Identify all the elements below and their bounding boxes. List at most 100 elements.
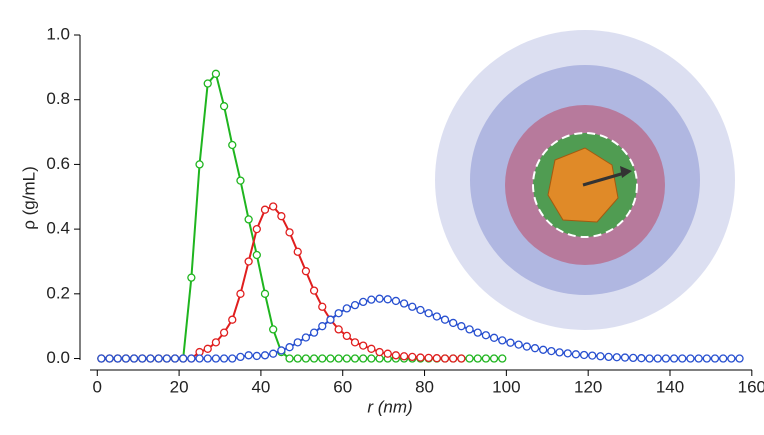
data-point bbox=[309, 328, 319, 337]
inset-illustration bbox=[435, 30, 735, 330]
data-point bbox=[187, 354, 196, 363]
data-point bbox=[309, 286, 319, 295]
data-point bbox=[375, 294, 384, 303]
data-point bbox=[269, 349, 278, 358]
shell-outline bbox=[532, 132, 638, 238]
data-point bbox=[424, 353, 433, 363]
data-point bbox=[350, 354, 360, 363]
data-point bbox=[416, 305, 425, 315]
data-point bbox=[211, 69, 221, 78]
data-point bbox=[702, 354, 711, 363]
data-point bbox=[154, 354, 163, 363]
data-point bbox=[694, 354, 703, 363]
data-point bbox=[457, 322, 466, 331]
data-point bbox=[498, 354, 507, 363]
data-point bbox=[727, 354, 736, 363]
data-point bbox=[342, 304, 351, 313]
data-point bbox=[637, 354, 646, 363]
data-point bbox=[334, 309, 343, 318]
data-point bbox=[301, 333, 311, 342]
data-point bbox=[375, 347, 384, 357]
y-tick-label: 0.8 bbox=[46, 89, 70, 108]
data-point bbox=[334, 325, 343, 334]
data-point bbox=[391, 351, 401, 360]
data-point bbox=[228, 140, 237, 150]
x-tick-label: 160 bbox=[738, 377, 764, 396]
data-point bbox=[252, 250, 261, 260]
data-point bbox=[408, 352, 417, 362]
data-point bbox=[162, 354, 171, 363]
y-axis-label: ρ (g/mL) bbox=[19, 166, 38, 230]
data-point bbox=[620, 353, 630, 362]
y-tick-label: 0.4 bbox=[46, 219, 70, 238]
data-point bbox=[260, 351, 270, 360]
data-point bbox=[138, 354, 147, 363]
data-point bbox=[588, 351, 597, 360]
data-point bbox=[252, 224, 261, 234]
data-point bbox=[424, 309, 433, 318]
data-point bbox=[342, 331, 351, 341]
x-tick-label: 80 bbox=[415, 377, 434, 396]
data-point bbox=[629, 353, 638, 363]
y-tick-label: 0.2 bbox=[46, 283, 70, 302]
data-point bbox=[367, 354, 376, 363]
data-point bbox=[579, 350, 589, 360]
data-point bbox=[408, 302, 417, 311]
x-tick-label: 140 bbox=[656, 377, 684, 396]
data-point bbox=[522, 342, 531, 351]
data-point bbox=[170, 354, 180, 363]
data-point bbox=[661, 354, 671, 363]
data-point bbox=[473, 354, 482, 363]
data-point bbox=[236, 352, 245, 362]
data-point bbox=[555, 348, 564, 357]
data-point bbox=[195, 354, 204, 363]
data-point bbox=[260, 289, 270, 298]
data-point bbox=[269, 202, 278, 211]
data-point bbox=[219, 328, 229, 337]
x-tick-label: 0 bbox=[93, 377, 102, 396]
data-point bbox=[440, 354, 450, 363]
data-point bbox=[678, 354, 687, 363]
data-point bbox=[219, 102, 229, 111]
arrow-head bbox=[620, 166, 632, 178]
data-point bbox=[449, 318, 458, 328]
data-point bbox=[236, 289, 245, 298]
x-tick-label: 100 bbox=[492, 377, 520, 396]
x-tick-label: 20 bbox=[170, 377, 189, 396]
data-point bbox=[187, 273, 196, 282]
data-point bbox=[432, 354, 441, 363]
data-point bbox=[653, 354, 662, 363]
data-point bbox=[383, 295, 392, 304]
data-point bbox=[432, 312, 441, 321]
data-point bbox=[359, 297, 368, 307]
data-point bbox=[514, 340, 523, 349]
data-point bbox=[489, 333, 499, 342]
data-point bbox=[416, 353, 425, 362]
data-point bbox=[285, 228, 294, 237]
data-point bbox=[350, 338, 360, 347]
data-point bbox=[326, 354, 335, 363]
data-point bbox=[318, 354, 327, 363]
data-point bbox=[277, 212, 286, 221]
data-point bbox=[252, 351, 261, 361]
data-point bbox=[465, 325, 474, 334]
data-point bbox=[260, 205, 270, 214]
data-point bbox=[293, 247, 302, 256]
data-point bbox=[113, 354, 122, 363]
data-point bbox=[481, 331, 491, 340]
data-point bbox=[710, 354, 720, 363]
data-point bbox=[669, 354, 679, 363]
data-point bbox=[179, 354, 188, 363]
data-point bbox=[105, 354, 114, 363]
data-point bbox=[391, 296, 401, 306]
data-point bbox=[440, 315, 450, 324]
y-tick-label: 0.0 bbox=[46, 348, 70, 367]
data-point bbox=[498, 336, 507, 345]
data-point bbox=[211, 354, 221, 363]
data-point bbox=[612, 353, 621, 362]
x-tick-label: 40 bbox=[251, 377, 270, 396]
data-point bbox=[244, 351, 253, 360]
data-point bbox=[596, 352, 605, 361]
data-point bbox=[293, 338, 302, 347]
